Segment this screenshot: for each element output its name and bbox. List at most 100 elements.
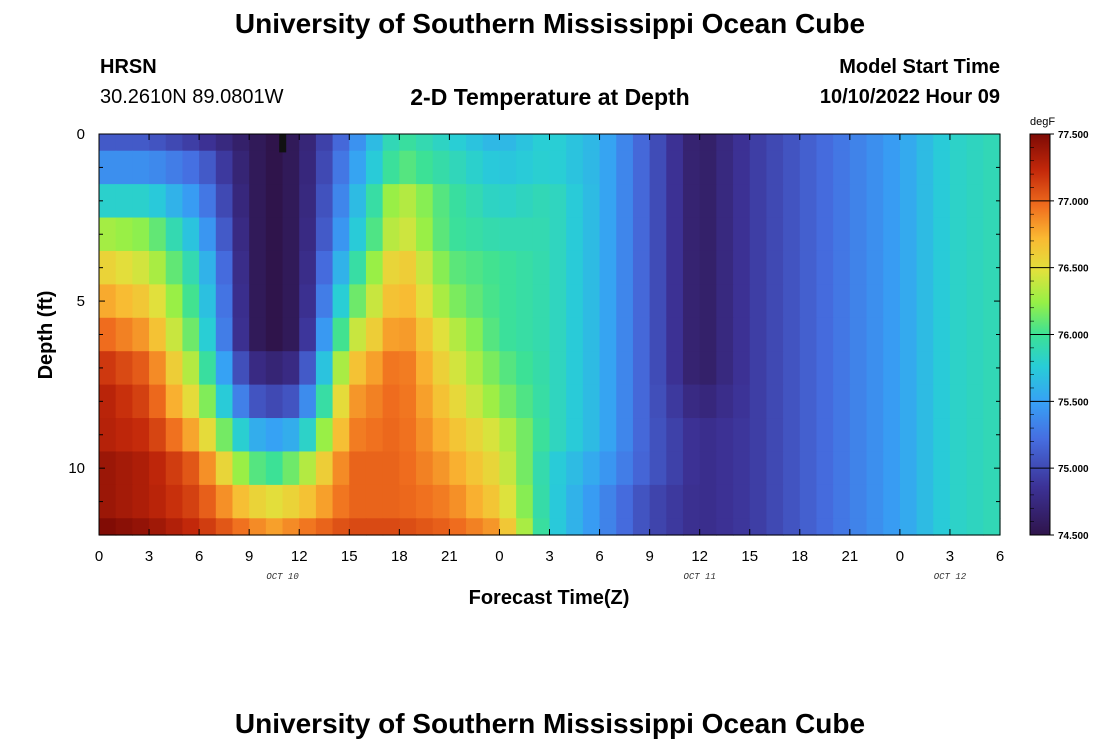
heatmap-cell bbox=[499, 451, 517, 486]
date-label: OCT 12 bbox=[934, 572, 967, 582]
heatmap-cell bbox=[349, 384, 367, 419]
heatmap-cell bbox=[299, 217, 317, 252]
heatmap-cell bbox=[833, 351, 851, 386]
heatmap-cell bbox=[783, 518, 801, 536]
heatmap-cell bbox=[632, 184, 651, 219]
heatmap-cell bbox=[482, 518, 501, 536]
heatmap-cell bbox=[682, 418, 701, 453]
heatmap-cell bbox=[215, 518, 234, 536]
heatmap-cell bbox=[516, 518, 534, 536]
model-start-time: 10/10/2022 Hour 09 bbox=[819, 86, 1000, 108]
heatmap-cell bbox=[349, 484, 367, 519]
heatmap-cell bbox=[299, 484, 317, 519]
heatmap-cell bbox=[916, 484, 934, 519]
heatmap-cell bbox=[365, 518, 384, 536]
heatmap-cell bbox=[282, 284, 300, 319]
heatmap-cell bbox=[849, 484, 868, 519]
heatmap-cell bbox=[182, 150, 200, 185]
heatmap-cell bbox=[816, 250, 834, 285]
heatmap-cell bbox=[599, 150, 617, 185]
heatmap-cell bbox=[549, 250, 567, 285]
heatmap-cell bbox=[966, 217, 984, 252]
footer-title: University of Southern Mississippi Ocean… bbox=[234, 708, 866, 739]
heatmap-cell bbox=[149, 134, 167, 152]
heatmap-cell bbox=[632, 418, 651, 453]
heatmap-cell bbox=[99, 250, 117, 285]
heatmap-cell bbox=[733, 250, 751, 285]
x-tick-label: 15 bbox=[741, 548, 758, 565]
heatmap-cell bbox=[549, 351, 567, 386]
heatmap-cell bbox=[399, 451, 417, 486]
heatmap-cell bbox=[983, 518, 1001, 536]
heatmap-cell bbox=[416, 418, 434, 453]
heatmap-cell bbox=[249, 317, 267, 352]
heatmap-cell bbox=[466, 250, 484, 285]
heatmap-cell bbox=[232, 284, 250, 319]
heatmap-cell bbox=[466, 484, 484, 519]
colorbar-tick-label: 75.500 bbox=[1058, 397, 1089, 408]
heatmap-cell bbox=[933, 484, 951, 519]
heatmap-cell bbox=[182, 351, 200, 386]
heatmap-cell bbox=[399, 284, 417, 319]
heatmap-cell bbox=[432, 418, 450, 453]
heatmap-cell bbox=[966, 418, 984, 453]
heatmap-cell bbox=[549, 518, 567, 536]
heatmap-cell bbox=[899, 351, 918, 386]
heatmap-cell bbox=[733, 518, 751, 536]
heatmap-cell bbox=[799, 451, 818, 486]
temperature-heatmap-chart: 0 3 6 9 12 15 18 21 0 3 6 9 12 15 18 21 0 3 6 OCT 10 OCT 11 O… bbox=[35, 116, 1089, 609]
heatmap-cell bbox=[716, 418, 734, 453]
heatmap-cell bbox=[666, 184, 684, 219]
heatmap-cell bbox=[666, 451, 684, 486]
heatmap-cell bbox=[766, 134, 784, 152]
heatmap-cell bbox=[983, 250, 1001, 285]
heatmap-cell bbox=[966, 317, 984, 352]
heatmap-cell bbox=[766, 484, 784, 519]
heatmap-cell bbox=[449, 250, 467, 285]
heatmap-cell bbox=[549, 150, 567, 185]
heatmap-cell bbox=[449, 317, 467, 352]
heatmap-cell bbox=[816, 518, 834, 536]
heatmap-cell bbox=[115, 217, 133, 252]
heatmap-cell bbox=[365, 418, 384, 453]
heatmap-cell bbox=[799, 134, 818, 152]
heatmap-cell bbox=[582, 351, 601, 386]
heatmap-cell bbox=[299, 418, 317, 453]
heatmap-cell bbox=[149, 451, 167, 486]
heatmap-cell bbox=[382, 384, 400, 419]
heatmap-cell bbox=[499, 134, 517, 152]
heatmap-cell bbox=[532, 317, 551, 352]
heatmap-cell bbox=[599, 250, 617, 285]
heatmap-cell bbox=[716, 184, 734, 219]
heatmap-cell bbox=[916, 184, 934, 219]
heatmap-cell bbox=[332, 217, 350, 252]
heatmap-cell bbox=[399, 351, 417, 386]
heatmap-cell bbox=[182, 518, 200, 536]
heatmap-cell bbox=[416, 134, 434, 152]
heatmap-cell bbox=[616, 284, 634, 319]
heatmap-cell bbox=[499, 317, 517, 352]
heatmap-cell bbox=[833, 217, 851, 252]
heatmap-cell bbox=[899, 518, 918, 536]
heatmap-cell bbox=[733, 284, 751, 319]
y-axis-title: Depth (ft) bbox=[35, 291, 57, 380]
heatmap-cell bbox=[449, 184, 467, 219]
heatmap-cell bbox=[849, 418, 868, 453]
heatmap-cell bbox=[382, 484, 400, 519]
heatmap-cell bbox=[416, 250, 434, 285]
colorbar-unit: degF bbox=[1030, 116, 1055, 128]
heatmap-cell bbox=[282, 451, 300, 486]
heatmap-cell bbox=[716, 150, 734, 185]
heatmap-cell bbox=[716, 351, 734, 386]
heatmap-cell bbox=[616, 317, 634, 352]
heatmap-cell bbox=[616, 484, 634, 519]
heatmap-cell bbox=[566, 518, 584, 536]
heatmap-cell bbox=[532, 484, 551, 519]
x-tick-label: 0 bbox=[495, 548, 503, 565]
heatmap-cell bbox=[115, 451, 133, 486]
heatmap-cell bbox=[749, 351, 768, 386]
y-tick-label: 0 bbox=[77, 126, 85, 143]
heatmap-cell bbox=[332, 384, 350, 419]
heatmap-cell bbox=[916, 134, 934, 152]
heatmap-cell bbox=[182, 484, 200, 519]
